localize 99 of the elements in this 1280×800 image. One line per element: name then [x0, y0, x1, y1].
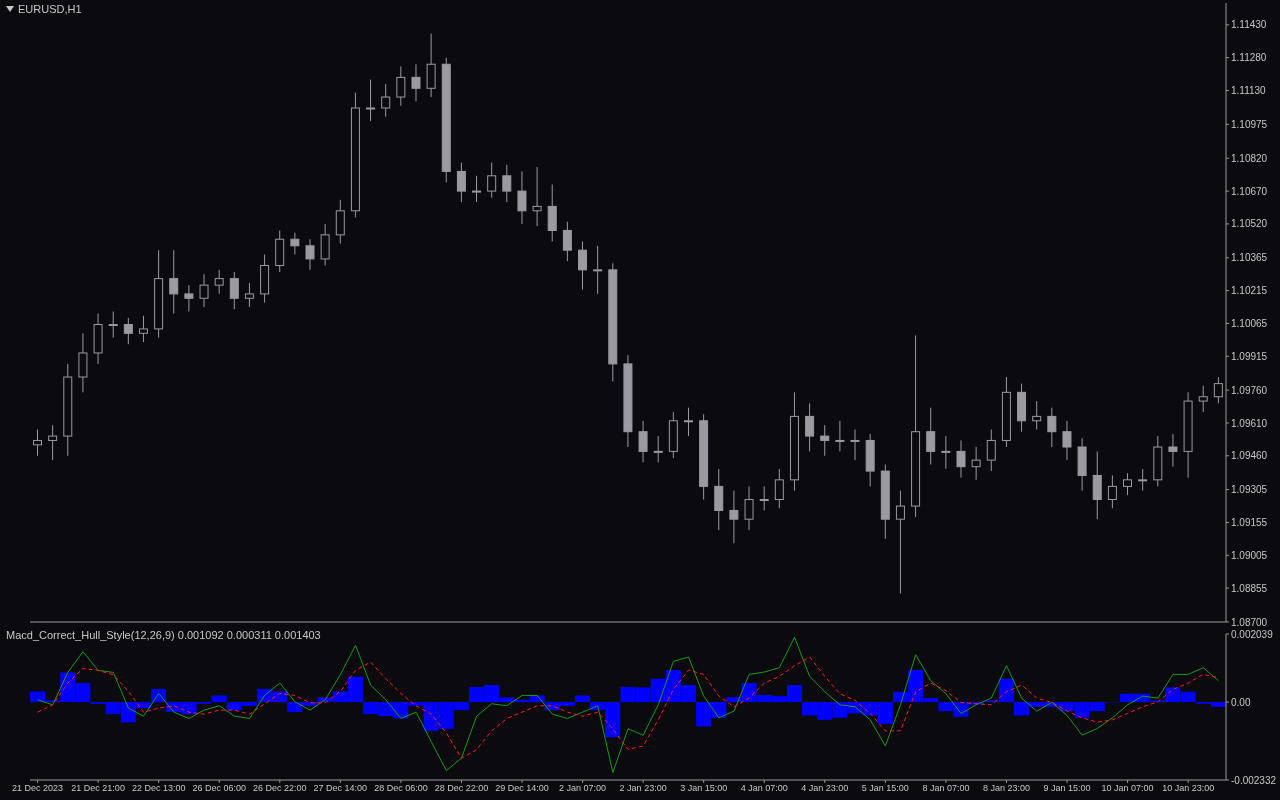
- y-tick-label: 1.09915: [1231, 350, 1268, 362]
- candlestick: [895, 490, 905, 595]
- x-tick-label: 26 Dec 22:00: [253, 783, 307, 794]
- x-tick-label: 26 Dec 06:00: [192, 783, 247, 794]
- candlestick: [138, 315, 148, 343]
- candlestick: [729, 490, 739, 544]
- candlestick: [1168, 433, 1178, 468]
- candlestick: [199, 273, 209, 308]
- candlestick: [562, 221, 572, 262]
- candlestick: [578, 240, 588, 291]
- x-tick-label: 8 Jan 07:00: [922, 783, 970, 794]
- candlestick: [33, 429, 42, 457]
- candlestick: [290, 232, 300, 256]
- candlestick: [926, 407, 936, 466]
- y-tick-label: 0.002039: [1231, 628, 1274, 640]
- x-tick-label: 10 Jan 07:00: [1101, 783, 1154, 794]
- candlestick: [456, 162, 466, 203]
- x-tick-label: 8 Jan 23:00: [982, 783, 1030, 794]
- candlestick: [381, 83, 391, 118]
- chart-title: EURUSD,H1: [18, 3, 82, 15]
- candlestick: [517, 170, 527, 225]
- candlestick: [820, 424, 830, 457]
- candlestick: [169, 249, 179, 315]
- candlestick: [759, 485, 769, 511]
- candlestick: [1123, 472, 1133, 496]
- x-tick-label: 21 Dec 21:00: [71, 783, 125, 794]
- x-tick-label: 4 Jan 23:00: [801, 783, 849, 794]
- bar: [575, 695, 591, 703]
- candlestick: [366, 79, 376, 122]
- x-tick-label: 4 Jan 07:00: [740, 783, 788, 794]
- candlestick: [396, 65, 406, 107]
- y-tick-label: 1.11430: [1231, 19, 1267, 31]
- y-tick-label: 1.10215: [1231, 285, 1268, 297]
- candlestick: [1032, 400, 1042, 431]
- x-tick-label: 29 Dec 14:00: [495, 783, 549, 794]
- x-tick-label: 21 Dec 2023: [12, 783, 64, 794]
- x-tick-label: 2 Jan 23:00: [619, 783, 667, 794]
- y-tick-label: 1.10365: [1231, 252, 1268, 264]
- y-tick-label: 1.09460: [1231, 450, 1268, 462]
- x-tick-label: 2 Jan 07:00: [559, 783, 607, 794]
- x-tick-label: 5 Jan 15:00: [861, 783, 909, 794]
- y-tick-label: 1.10820: [1231, 152, 1268, 164]
- candlestick: [472, 175, 482, 203]
- candlestick: [1213, 376, 1223, 404]
- line-series: [37, 656, 1219, 759]
- y-tick-label: 1.10975: [1231, 118, 1268, 130]
- y-tick-label: 1.08700: [1231, 616, 1268, 628]
- x-tick-label: 27 Dec 14:00: [313, 783, 368, 794]
- candlestick: [1047, 407, 1057, 448]
- candlestick: [1107, 474, 1117, 509]
- candlestick: [1198, 385, 1208, 413]
- candlestick: [1062, 420, 1072, 461]
- candlestick: [1138, 468, 1148, 492]
- y-tick-label: 0.00: [1231, 696, 1251, 708]
- candlestick: [744, 485, 754, 531]
- y-tick-label: 1.11130: [1231, 85, 1267, 97]
- candlestick: [214, 269, 224, 295]
- y-tick-label: 1.08855: [1231, 582, 1268, 594]
- candlestick: [638, 420, 648, 463]
- candlestick: [532, 166, 542, 227]
- y-tick-label: 1.09305: [1231, 484, 1268, 496]
- candlestick: [502, 164, 512, 203]
- candlestick: [487, 162, 497, 199]
- candlestick: [986, 429, 996, 472]
- x-tick-label: 9 Jan 15:00: [1043, 783, 1091, 794]
- x-tick-label: 10 Jan 23:00: [1162, 783, 1215, 794]
- candlestick: [971, 446, 981, 481]
- x-tick-label: 28 Dec 22:00: [434, 783, 489, 794]
- candlestick: [653, 435, 663, 463]
- x-tick-label: 22 Dec 13:00: [131, 783, 186, 794]
- candlestick: [244, 282, 254, 308]
- candlestick: [305, 238, 315, 271]
- candlestick: [108, 310, 118, 339]
- candlestick: [593, 245, 603, 295]
- x-tick-label: 3 Jan 15:00: [680, 783, 728, 794]
- candlestick: [850, 429, 860, 461]
- candlestick: [835, 420, 845, 452]
- candlestick: [774, 468, 784, 509]
- candlestick: [941, 435, 951, 470]
- candlestick: [411, 63, 421, 102]
- candlestick: [683, 407, 693, 437]
- candlestick: [229, 271, 239, 310]
- y-tick-label: 1.10065: [1231, 317, 1268, 329]
- candlestick: [184, 284, 194, 312]
- y-tick-label: -0.002332: [1231, 774, 1277, 786]
- y-tick-label: 1.09610: [1231, 417, 1268, 429]
- y-tick-label: 1.10520: [1231, 218, 1268, 230]
- candlestick: [956, 439, 966, 479]
- candlestick: [48, 424, 58, 461]
- y-tick-label: 1.10670: [1231, 185, 1268, 197]
- y-tick-label: 1.09760: [1231, 384, 1268, 396]
- bar: [211, 695, 227, 703]
- candlestick: [805, 402, 815, 452]
- y-tick-label: 1.09155: [1231, 517, 1268, 529]
- x-tick-label: 28 Dec 06:00: [374, 783, 428, 794]
- candlestick: [123, 317, 133, 345]
- chart-title: Macd_Correct_Hull_Style(12,26,9) 0.001092 0.000311 0.001403: [6, 629, 321, 641]
- y-tick-label: 1.09005: [1231, 549, 1268, 561]
- y-tick-label: 1.11280: [1231, 52, 1267, 64]
